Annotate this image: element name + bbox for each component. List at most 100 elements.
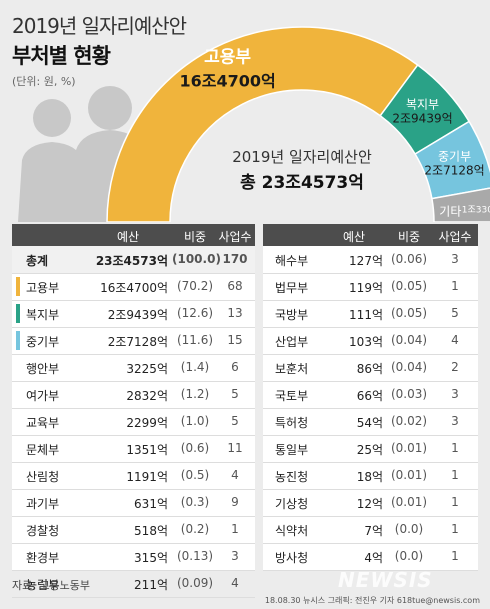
table-row: 국토부 66억 (0.03) 3: [263, 381, 478, 409]
program-count: 13: [227, 306, 243, 320]
program-count: 3: [231, 549, 239, 563]
half-donut-chart: 고용부 16조4700억복지부2조9439억중기부2조7128억기타1조3305억…: [18, 26, 490, 222]
slice-name-0: 고용부: [204, 48, 251, 68]
budget-value: 66억: [356, 389, 383, 403]
program-count: 1: [451, 279, 459, 293]
ratio-value: (0.13): [176, 549, 214, 563]
ministry-name: 보훈처: [275, 362, 309, 376]
ratio-value: (1.2): [180, 387, 210, 401]
ratio-value: (0.05): [390, 279, 428, 293]
table-row: 복지부 2조9439억 (12.6) 13: [12, 300, 255, 328]
slice-name-1: 복지부: [406, 97, 439, 111]
ratio-value: (0.04): [390, 333, 428, 347]
slice-value-2: 2조7128억: [424, 164, 484, 178]
budget-value: 1191억: [126, 470, 168, 484]
program-count: 1: [231, 522, 239, 536]
ministry-name: 중기부: [26, 335, 60, 349]
budget-value: 16조4700억: [100, 281, 168, 295]
budget-value: 25억: [356, 443, 383, 457]
budget-value: 631억: [134, 497, 168, 511]
budget-value: 86억: [356, 362, 383, 376]
ministry-name: 총계: [26, 254, 49, 268]
row-color-marker: [16, 304, 20, 323]
program-count: 170: [222, 252, 248, 266]
ratio-value: (0.0): [394, 549, 424, 563]
ministry-name: 고용부: [26, 281, 60, 295]
program-count: 2: [451, 360, 459, 374]
table-row: 보훈처 86억 (0.04) 2: [263, 354, 478, 382]
program-count: 3: [451, 252, 459, 266]
ministry-name: 법무부: [275, 281, 309, 295]
table-row: 환경부 315억 (0.13) 3: [12, 543, 255, 571]
budget-value: 119억: [349, 281, 383, 295]
ratio-value: (0.09): [176, 576, 214, 590]
center-total-prefix: 총: [240, 173, 262, 193]
program-count: 6: [231, 360, 239, 374]
ratio-value: (0.6): [180, 441, 210, 455]
budget-value: 18억: [356, 470, 383, 484]
table-left-header: 예산 비중 사업수: [12, 224, 255, 246]
program-count: 5: [231, 414, 239, 428]
newsis-watermark: NEWSIS: [338, 568, 433, 592]
header-budget: 예산: [116, 230, 140, 244]
program-count: 1: [451, 441, 459, 455]
title-line-1: 2019년 일자리예산안: [12, 14, 187, 38]
header-count: 사업수: [218, 230, 252, 244]
table-row: 농림부 211억 (0.09) 4: [12, 570, 255, 598]
table-left: 예산 비중 사업수 총계 23조4573억 (100.0) 170 고용부 16조4700…: [12, 224, 255, 598]
slice-value-3: 1조3305억: [462, 203, 490, 215]
table-row: 산림청 1191억 (0.5) 4: [12, 462, 255, 490]
ratio-value: (70.2): [176, 279, 214, 293]
table-row: 여가부 2832억 (1.2) 5: [12, 381, 255, 409]
program-count: 3: [451, 387, 459, 401]
table-row: 농진청 18억 (0.01) 1: [263, 462, 478, 490]
program-count: 5: [231, 387, 239, 401]
header-ratio: 비중: [183, 230, 207, 244]
ratio-value: (100.0): [172, 252, 221, 266]
ministry-name: 행안부: [26, 362, 60, 376]
ministry-name: 환경부: [26, 551, 60, 565]
slice-3: [431, 187, 490, 222]
program-count: 1: [451, 468, 459, 482]
ratio-value: (12.6): [176, 306, 214, 320]
table-row: 통일부 25억 (0.01) 1: [263, 435, 478, 463]
program-count: 1: [451, 495, 459, 509]
ministry-name: 농림부: [26, 578, 60, 592]
ministry-name: 과기부: [26, 497, 60, 511]
budget-value: 54억: [356, 416, 383, 430]
program-count: 1: [451, 522, 459, 536]
program-count: 4: [231, 576, 239, 590]
ratio-value: (1.0): [180, 414, 210, 428]
budget-value: 111억: [349, 308, 383, 322]
ministry-name: 산림청: [26, 470, 60, 484]
row-color-marker: [16, 277, 20, 296]
slice-name-2: 중기부: [438, 150, 471, 164]
budget-value: 1351억: [126, 443, 168, 457]
program-count: 1: [451, 549, 459, 563]
ministry-name: 해수부: [275, 254, 309, 268]
table-row: 방사청 4억 (0.0) 1: [263, 543, 478, 571]
slice-name-3: 기타: [439, 204, 461, 218]
program-count: 5: [451, 306, 459, 320]
budget-value: 4억: [364, 551, 383, 565]
budget-value: 23조4573억: [95, 254, 168, 268]
program-count: 3: [451, 414, 459, 428]
ministry-name: 경찰청: [26, 524, 60, 538]
ratio-value: (1.4): [180, 360, 210, 374]
table-row: 기상청 12억 (0.01) 1: [263, 489, 478, 517]
unit-note: (단위: 원, %): [12, 75, 76, 88]
table-row: 고용부 16조4700억 (70.2) 68: [12, 273, 255, 301]
ministry-name: 국토부: [275, 389, 309, 403]
ratio-value: (0.01): [390, 441, 428, 455]
program-count: 4: [231, 468, 239, 482]
table-row: 특허청 54억 (0.02) 3: [263, 408, 478, 436]
program-count: 15: [227, 333, 243, 347]
ministry-name: 식약처: [275, 524, 309, 538]
budget-value: 518억: [134, 524, 168, 538]
credit-line: 18.08.30 뉴시스 그래픽: 전진우 기자 618tue@newsis.c…: [264, 596, 480, 605]
budget-value: 12억: [356, 497, 383, 511]
table-row: 산업부 103억 (0.04) 4: [263, 327, 478, 355]
ministry-name: 국방부: [275, 308, 309, 322]
table-row: 국방부 111억 (0.05) 5: [263, 300, 478, 328]
header-budget: 예산: [342, 230, 366, 244]
